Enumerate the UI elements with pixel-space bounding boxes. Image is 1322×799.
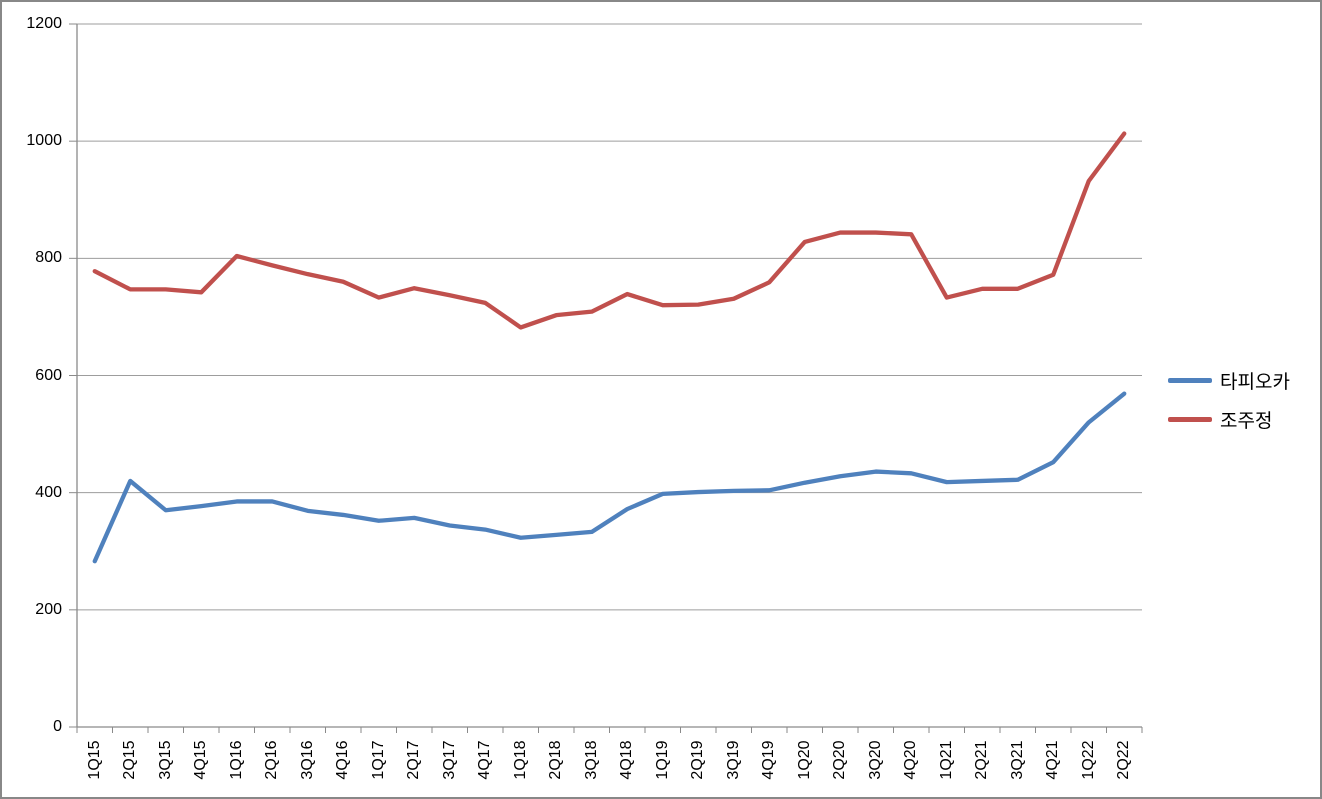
y-axis-tick-label: 1200: [26, 15, 62, 32]
x-axis-tick-label: 1Q19: [653, 740, 671, 780]
x-axis-tick-label: 3Q17: [440, 740, 458, 780]
x-axis-tick-label: 1Q18: [511, 740, 529, 780]
y-axis-tick-label: 200: [35, 600, 62, 618]
x-axis-tick-label: 4Q15: [192, 740, 210, 780]
x-axis-tick-label: 2Q19: [689, 740, 707, 780]
x-axis-tick-label: 4Q16: [334, 740, 352, 780]
y-axis-tick-label: 800: [35, 249, 62, 267]
x-axis-tick-label: 3Q20: [866, 740, 884, 780]
x-axis-tick-label: 4Q21: [1044, 740, 1062, 780]
x-axis-tick-label: 3Q16: [298, 740, 316, 780]
legend-label: 타피오카: [1220, 372, 1290, 393]
x-axis-tick-label: 2Q22: [1115, 740, 1133, 780]
x-axis-tick-label: 1Q20: [795, 740, 813, 780]
x-axis-tick-label: 1Q16: [227, 740, 245, 780]
y-axis-tick-label: 400: [35, 483, 62, 501]
x-axis-tick-label: 4Q17: [476, 740, 494, 780]
x-axis-tick-label: 2Q20: [831, 740, 849, 780]
y-axis-tick-label: 600: [35, 366, 62, 384]
x-axis-tick-label: 3Q19: [724, 740, 742, 780]
x-axis-tick-label: 2Q17: [405, 740, 423, 780]
y-axis-tick-label: 1000: [26, 132, 62, 150]
legend-item-tapioca: 타피오카: [1168, 368, 1290, 393]
y-axis-tick-label: 0: [53, 718, 62, 735]
chart-legend: 타피오카 조주정: [1168, 368, 1290, 432]
x-axis-tick-label: 4Q18: [618, 740, 636, 780]
x-axis-tick-label: 1Q15: [85, 740, 103, 780]
x-axis-tick-label: 2Q16: [263, 740, 281, 780]
x-axis-tick-label: 2Q21: [973, 740, 991, 780]
series-line-1: [92, 131, 1127, 330]
series-line-0: [92, 391, 1127, 564]
legend-line-swatch-red: [1168, 417, 1212, 422]
x-axis-tick-label: 3Q21: [1008, 740, 1026, 780]
x-axis-tick-label: 1Q22: [1079, 740, 1097, 780]
legend-label: 조주정: [1220, 411, 1273, 432]
legend-line-swatch-blue: [1168, 378, 1212, 383]
legend-item-crude-spirit: 조주정: [1168, 407, 1290, 432]
x-axis-tick-label: 1Q21: [937, 740, 955, 780]
x-axis-tick-label: 3Q18: [582, 740, 600, 780]
x-axis-tick-label: 4Q20: [902, 740, 920, 780]
x-axis-tick-label: 2Q15: [121, 740, 139, 780]
x-axis-tick-label: 3Q15: [156, 740, 174, 780]
x-axis-tick-label: 2Q18: [547, 740, 565, 780]
x-axis-tick-label: 1Q17: [369, 740, 387, 780]
x-axis-tick-label: 4Q19: [760, 740, 778, 780]
